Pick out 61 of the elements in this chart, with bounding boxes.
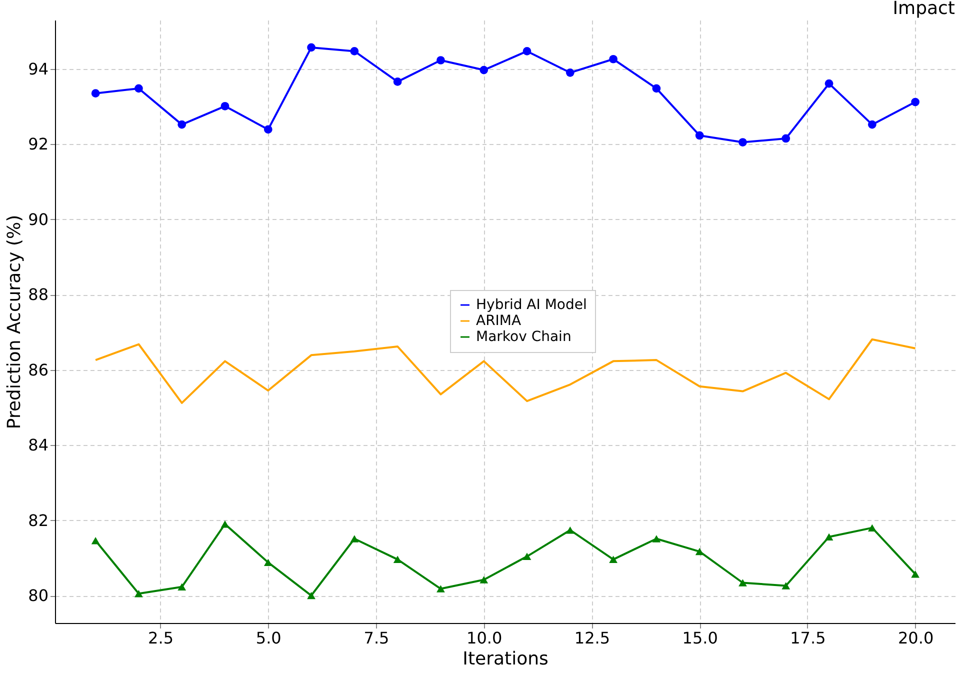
legend-label: Hybrid AI Model [476, 297, 587, 313]
point [178, 120, 186, 129]
y-tick-label: 84 [28, 436, 48, 455]
x-tick-label: 5.0 [256, 628, 282, 648]
point [350, 535, 359, 542]
x-axis-title: Iterations [462, 648, 548, 670]
point [393, 556, 402, 564]
y-tick-label: 88 [28, 285, 48, 304]
x-tick-label: 17.5 [790, 628, 826, 648]
point [350, 47, 359, 56]
y-tick-label: 92 [28, 134, 48, 154]
y-tick-label: 94 [28, 59, 48, 78]
point [868, 120, 876, 129]
point [609, 54, 618, 64]
x-tick-label: 12.5 [574, 628, 610, 648]
point [264, 125, 272, 134]
point [652, 535, 661, 542]
point [480, 576, 488, 584]
point [652, 84, 661, 93]
y-axis-title: Prediction Accuracy (%) [4, 214, 26, 430]
point [220, 520, 230, 528]
point [824, 533, 834, 540]
point [522, 47, 532, 56]
x-tick-label: 20.0 [898, 628, 934, 648]
x-tick-label: 7.5 [364, 628, 390, 648]
point [782, 134, 790, 143]
chart-title: Impact [892, 0, 955, 19]
point [522, 552, 532, 560]
point [782, 582, 790, 590]
point [91, 89, 100, 98]
y-tick-label: 86 [28, 360, 48, 380]
point [480, 66, 488, 74]
y-tick-label: 80 [28, 586, 48, 606]
legend-label: ARIMA [476, 313, 522, 329]
x-tick-label: 10.0 [466, 628, 502, 648]
point [134, 84, 143, 93]
point [436, 585, 445, 592]
point [91, 536, 100, 544]
legend-label: Markov Chain [476, 329, 572, 345]
y-tick-label: 82 [28, 510, 48, 530]
point [695, 548, 704, 556]
point [738, 138, 747, 146]
point [436, 56, 445, 64]
x-tick-label: 15.0 [682, 628, 718, 648]
point [307, 592, 316, 600]
point [220, 102, 230, 110]
point [738, 579, 747, 586]
y-tick-label: 90 [28, 210, 48, 229]
point [178, 583, 186, 591]
point [824, 79, 834, 88]
point [695, 131, 704, 140]
point [868, 524, 876, 532]
point [609, 556, 618, 564]
point [307, 43, 316, 52]
point [393, 78, 402, 86]
x-tick-label: 2.5 [148, 628, 174, 648]
point [911, 570, 920, 578]
point [134, 590, 143, 598]
point [566, 526, 574, 534]
point [911, 98, 920, 106]
point [566, 68, 574, 77]
